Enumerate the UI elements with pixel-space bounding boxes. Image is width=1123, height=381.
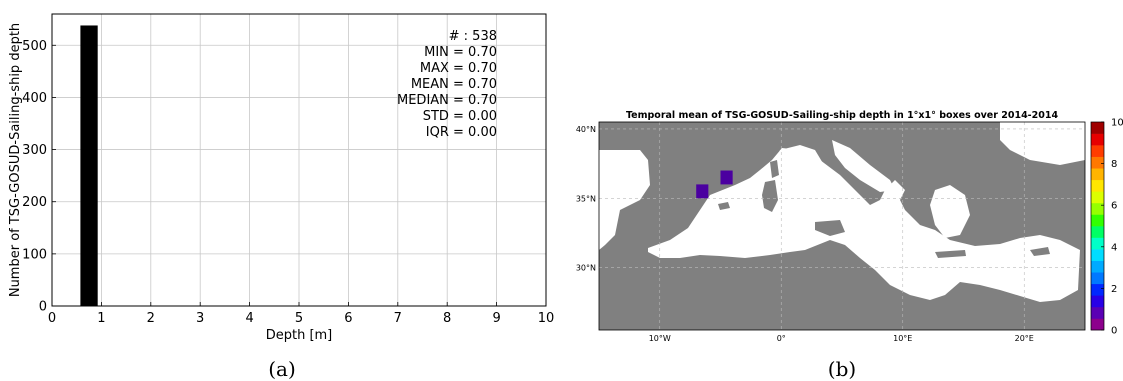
colorbar-segment: [1091, 202, 1104, 215]
colorbar-segment: [1091, 226, 1104, 238]
map-lat-tick-label: 30°N: [576, 264, 596, 273]
histogram-bars: [80, 25, 98, 306]
colorbar-segment: [1091, 191, 1104, 204]
histogram-x-tick-label: 5: [295, 311, 303, 326]
histogram-stat-line: STD = 0.00: [423, 109, 497, 124]
map-lon-tick-label: 0°: [777, 334, 786, 343]
colorbar-tick-label: 0: [1111, 326, 1117, 337]
map-island-mallorca: [718, 202, 730, 210]
colorbar-segment: [1091, 306, 1104, 319]
map-frame: [598, 121, 1086, 331]
histogram-stat-line: MEDIAN = 0.70: [397, 93, 497, 108]
histogram-stat-line: # : 538: [449, 29, 497, 44]
histogram-y-tick-label: 300: [22, 143, 47, 158]
colorbar-segment: [1091, 295, 1104, 308]
map-data-cells: [696, 170, 733, 199]
map-island-sicily: [815, 220, 845, 236]
colorbar-segment: [1091, 283, 1104, 296]
histogram-x-ticks: 0 1 2 3 4 5 6 7 8 9 10: [48, 302, 554, 326]
map-sea-tyrrhenian: [775, 145, 850, 220]
colorbar-segment: [1091, 145, 1104, 157]
map-data-cell: [696, 184, 709, 199]
caption-b: (b): [828, 357, 856, 381]
map-sea-adriatic: [832, 140, 895, 192]
histogram-x-label: Depth [m]: [266, 328, 333, 343]
histogram-x-tick-label: 9: [492, 311, 500, 326]
colorbar-segment: [1091, 156, 1104, 169]
colorbar-segment: [1091, 122, 1104, 134]
colorbar-tick-label: 6: [1111, 201, 1117, 212]
map-lon-tick-label: 10°E: [893, 334, 912, 343]
map-grid: [599, 122, 1085, 330]
histogram-y-label: Number of TSG-GOSUD-Sailing-ship depth: [8, 23, 23, 297]
map-ticks: 10°W 0° 10°E 20°E 30°N 35°N 40°N: [576, 125, 1034, 343]
histogram-x-tick-label: 2: [147, 311, 155, 326]
colorbar-segment: [1091, 237, 1104, 250]
colorbar-frame: [1090, 121, 1105, 331]
colorbar-segment: [1091, 318, 1104, 331]
map-lon-tick-label: 10°W: [649, 334, 671, 343]
colorbar-segment: [1091, 133, 1104, 146]
colorbar-segment: [1091, 168, 1104, 181]
map-data-cell: [720, 170, 733, 185]
histogram-x-tick-label: 4: [245, 311, 253, 326]
histogram-y-tick-label: 400: [22, 91, 47, 106]
histogram-y-tick-label: 0: [39, 300, 47, 315]
histogram-x-tick-label: 8: [443, 311, 451, 326]
colorbar-segment: [1091, 179, 1104, 192]
map-area: [599, 122, 1085, 330]
colorbar-segment: [1091, 260, 1104, 273]
colorbar: 0 2 4 6 8 10: [1090, 118, 1123, 337]
colorbar-segment: [1091, 249, 1104, 261]
map-panel: Temporal mean of TSG-GOSUD-Sailing-ship …: [576, 110, 1123, 343]
colorbar-segment: [1091, 272, 1104, 285]
map-lat-tick-label: 35°N: [576, 194, 596, 203]
colorbar-tick-label: 8: [1111, 159, 1117, 170]
map-island-crete: [935, 250, 966, 258]
histogram-x-tick-label: 10: [538, 311, 555, 326]
histogram-y-tick-label: 200: [22, 195, 47, 210]
histogram-x-tick-label: 0: [48, 311, 56, 326]
histogram-y-ticks: 0 100 200 300 400 500: [22, 39, 56, 315]
caption-a: (a): [268, 357, 296, 381]
histogram-bar: [80, 25, 98, 306]
histogram-y-tick-label: 100: [22, 247, 47, 262]
histogram-x-tick-label: 3: [196, 311, 204, 326]
map-island-cyprus: [1030, 247, 1050, 256]
histogram-stat-line: IQR = 0.00: [426, 125, 497, 140]
histogram-stat-line: MEAN = 0.70: [411, 77, 497, 92]
colorbar-tick-label: 2: [1111, 284, 1117, 295]
histogram-stat-line: MAX = 0.70: [420, 61, 497, 76]
histogram-x-tick-label: 6: [344, 311, 352, 326]
colorbar-tick-label: 10: [1111, 118, 1123, 129]
map-sea-mediterranean: [648, 148, 1080, 302]
map-sea-black: [1000, 122, 1085, 165]
map-island-sardinia: [762, 180, 778, 212]
histogram-stat-line: MIN = 0.70: [424, 45, 497, 60]
histogram-y-tick-label: 500: [22, 39, 47, 54]
map-lon-tick-label: 20°E: [1015, 334, 1034, 343]
map-sea-atlantic: [599, 150, 650, 250]
histogram-x-tick-label: 7: [394, 311, 402, 326]
map-lat-tick-label: 40°N: [576, 125, 596, 134]
colorbar-tick-label: 4: [1111, 242, 1117, 253]
histogram-x-tick-label: 1: [97, 311, 105, 326]
map-island-corsica: [770, 160, 779, 178]
map-title: Temporal mean of TSG-GOSUD-Sailing-ship …: [626, 110, 1059, 121]
colorbar-segment: [1091, 214, 1104, 227]
